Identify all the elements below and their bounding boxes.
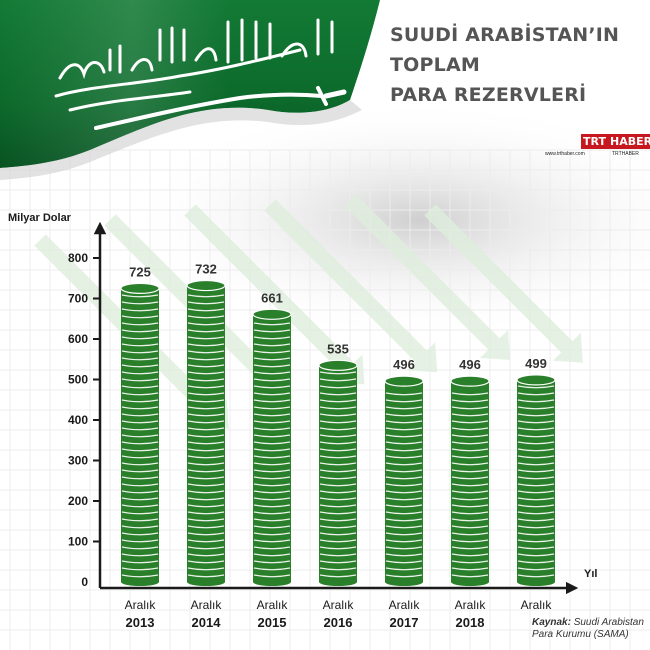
background-arrows <box>34 194 583 429</box>
y-tick-label: 600 <box>68 332 88 346</box>
data-label: 732 <box>195 262 217 277</box>
bar-group: 725 732 661 535 496 496 499 <box>120 262 556 586</box>
x-tick-label-month: Aralık <box>389 598 421 612</box>
bar-2013: 725 <box>120 264 160 586</box>
bar-2017: 496 <box>384 357 424 586</box>
data-label: 661 <box>261 290 283 305</box>
x-axis-label: Yıl <box>584 568 597 580</box>
coin-top <box>450 375 490 387</box>
data-label: 496 <box>393 357 415 372</box>
sword-icon <box>94 86 347 130</box>
coin-top <box>318 359 358 371</box>
y-tick-label: 100 <box>68 535 88 549</box>
brand-name-right: HABER <box>607 134 650 149</box>
coin-stack <box>319 365 357 582</box>
bar-2015: 661 <box>252 290 292 586</box>
x-label-group: Aralık 2013 Aralık 2014 Aralık 2015 Aralık 2016… <box>125 598 553 630</box>
y-tick-label: 400 <box>68 413 88 427</box>
x-tick-label-year: 2014 <box>192 615 222 630</box>
y-axis-label: Milyar Dolar <box>8 212 72 224</box>
bar-2016: 535 <box>318 341 358 586</box>
data-label: 535 <box>327 341 349 356</box>
source-note: Kaynak: Suudi Arabistan Para Kurumu (SAM… <box>532 617 644 641</box>
brand-handle: TRTHABER <box>612 151 639 157</box>
y-tick-label: 500 <box>68 373 88 387</box>
source-label: Kaynak: <box>532 617 571 628</box>
title-line-1: SUUDİ ARABİSTAN’IN <box>390 24 620 46</box>
x-tick-label-month: Aralık <box>257 598 289 612</box>
coin-top <box>252 308 292 320</box>
x-tick-label-year: 2015 <box>258 615 287 630</box>
source-line-2: Para Kurumu (SAMA) <box>532 629 629 640</box>
y-tick-label: 0 <box>81 575 88 589</box>
x-tick-label-month: Aralık <box>455 598 487 612</box>
title-line-2: TOPLAM <box>390 54 480 76</box>
x-tick-label-month: Aralık <box>521 598 553 612</box>
y-tick-label: 800 <box>68 251 88 265</box>
brand-url: www.trthaber.com <box>545 151 585 157</box>
coin-top <box>516 374 556 386</box>
bar-2018: 496 <box>450 357 490 586</box>
coin-top <box>384 375 424 387</box>
coin-stack <box>451 381 489 582</box>
data-label: 496 <box>459 357 481 372</box>
y-tick-label: 300 <box>68 454 88 468</box>
coin-top <box>120 282 160 294</box>
x-tick-label-month: Aralık <box>191 598 223 612</box>
x-tick-label-month: Aralık <box>125 598 157 612</box>
data-label: 499 <box>525 356 547 371</box>
x-tick-label-year: 2016 <box>324 615 353 630</box>
coin-stack <box>517 379 555 582</box>
y-tick-label: 700 <box>68 292 88 306</box>
coin-stack <box>187 285 225 582</box>
title-line-3: PARA REZERVLERİ <box>390 84 587 106</box>
x-tick-label-month: Aralık <box>323 598 355 612</box>
y-tick-label: 200 <box>68 494 88 508</box>
source-line-1: Suudi Arabistan <box>573 617 644 628</box>
x-tick-label-year: 2018 <box>456 615 485 630</box>
shahada-calligraphy <box>54 18 334 112</box>
data-label: 725 <box>129 264 151 279</box>
coin-top <box>186 279 226 292</box>
coin-stack <box>121 288 159 582</box>
coin-stack <box>385 381 423 582</box>
bar-2014: 732 <box>186 262 226 586</box>
x-tick-label-year: 2017 <box>390 615 419 630</box>
brand-name-left: TRT <box>581 134 608 149</box>
bar-index-6: 499 <box>516 356 556 586</box>
x-tick-label-year: 2013 <box>126 615 155 630</box>
y-tick-group: 0 100 200 300 400 500 600 700 800 <box>68 251 100 589</box>
